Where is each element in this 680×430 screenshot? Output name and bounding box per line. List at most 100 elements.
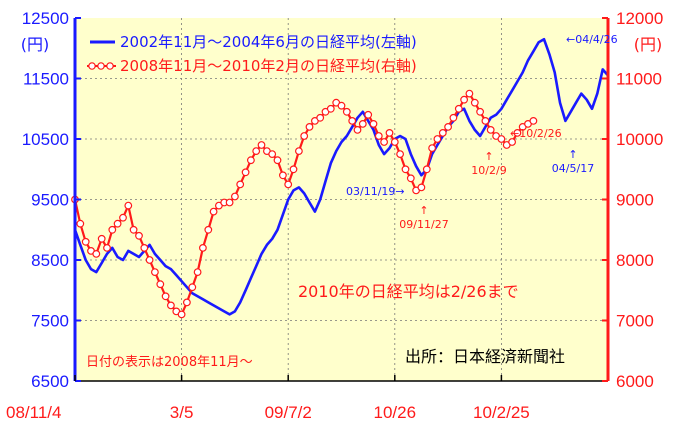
series-point-2008-2010 [364,110,373,119]
x-tick-label: 10/26 [374,403,417,422]
series-point-2008-2010 [353,125,362,134]
series-point-2008-2010 [188,283,197,292]
annotation-09-11-27: 09/11/27 [399,218,448,231]
series-point-2008-2010 [300,132,309,140]
series-point-2008-2010 [342,107,351,116]
legend-marker-red-2 [97,62,105,70]
series-point-2008-2010 [246,156,255,165]
series-point-2008-2010 [508,138,516,146]
gridlines [75,18,608,381]
series-point-2008-2010 [161,292,170,301]
series-point-2008-2010 [124,201,133,210]
series-point-2008-2010 [396,150,405,159]
series-point-2008-2010 [316,113,325,122]
series-point-2008-2010 [129,225,138,234]
right-tick-label: 7000 [616,312,654,331]
series-point-2008-2010 [257,141,266,149]
series-point-2008-2010 [486,125,495,134]
annotation-04-4-26: ←04/4/26 [566,33,618,46]
legend-marker-red-1 [88,62,96,70]
legend-marker-red-3 [106,62,114,70]
series-point-2008-2010 [348,116,357,125]
series-point-2008-2010 [97,234,106,243]
annotation-10-2-26: ←10/2/26 [510,127,562,140]
series-point-2008-2010 [454,104,463,113]
right-tick-label: 10000 [616,130,663,149]
x-tick-label: 08/11/4 [6,403,61,422]
series-point-2008-2010 [135,231,143,240]
series-point-2008-2010 [374,132,383,140]
x-axis-ticks: 08/11/4 3/5 09/7/2 10/26 10/2/25 [6,375,530,422]
series-line-2002-2004 [73,37,609,316]
series-point-2008-2010 [177,310,186,319]
series-point-2008-2010 [156,280,165,289]
x-tick-label: 3/5 [170,403,194,422]
right-axis-ticks: 6000 7000 8000 9000 10000 11000 12000 [602,9,663,391]
series-point-2008-2010 [305,122,314,131]
series-point-2008-2010 [140,243,149,252]
series-point-2008-2010 [417,183,426,192]
legend-label-blue: 2002年11月～2004年6月の日経平均(左軸) [120,33,417,51]
series-point-2008-2010 [460,95,469,104]
series-point-2008-2010 [92,249,101,258]
left-tick-label: 7500 [31,312,69,331]
series-point-2008-2010 [103,243,111,252]
annotation-arrow-10-2-9: ↑ [484,150,493,163]
series-point-2008-2010 [513,128,522,137]
series-point-2008-2010 [204,225,213,234]
series-point-2008-2010 [76,219,85,228]
series-point-2008-2010 [326,104,335,113]
series-point-2008-2010 [449,113,458,122]
series-point-2008-2010 [81,237,90,246]
series-point-2008-2010 [182,298,191,307]
left-tick-label: 9500 [31,191,69,210]
series-point-2008-2010 [295,147,303,156]
series-point-2008-2010 [438,128,447,137]
right-tick-label: 12000 [616,9,663,28]
series-2002-2004 [73,37,609,316]
annotation-03-11-19: 03/11/19→ [346,185,405,198]
source-note: 出所：日本経済新聞社 [405,347,565,366]
series-point-2008-2010 [230,192,239,201]
series-2008-2010 [71,89,538,319]
x-tick-label: 10/2/25 [473,403,530,422]
annotation-arrow-04-5-17: ↑ [568,148,577,161]
series-point-2008-2010 [113,219,122,228]
series-point-2008-2010 [209,207,218,216]
series-point-2008-2010 [279,171,287,180]
series-point-2008-2010 [369,119,378,128]
series-point-2008-2010 [236,180,245,189]
series-point-2008-2010 [422,165,431,174]
end-note: 2010年の日経平均は2/26まで [298,282,519,301]
series-point-2008-2010 [166,301,175,310]
series-point-2008-2010 [428,144,437,153]
series-point-2008-2010 [108,225,117,234]
right-axis-unit: (円) [634,35,663,54]
right-tick-label: 6000 [616,372,654,391]
series-point-2008-2010 [241,168,250,177]
date-note: 日付の表示は2008年11月～ [86,355,253,370]
legend: 2002年11月～2004年6月の日経平均(左軸) 2008年11月～2010年… [87,33,417,75]
series-point-2008-2010 [193,268,202,277]
series-point-2008-2010 [476,107,485,116]
series-point-2008-2010 [225,198,234,207]
annotation-10-2-9: 10/2/9 [471,164,506,177]
series-point-2008-2010 [390,138,399,146]
series-point-2008-2010 [529,116,538,125]
series-point-2008-2010 [198,243,207,252]
series-point-2008-2010 [289,165,298,174]
left-tick-label: 10500 [22,130,69,149]
series-point-2008-2010 [268,150,277,159]
series-point-2008-2010 [497,135,506,143]
series-point-2008-2010 [470,98,479,107]
series-point-2008-2010 [385,128,394,137]
annotation-arrow-09-11-27: ↑ [419,204,428,217]
series-point-2008-2010 [252,147,261,156]
series-point-2008-2010 [380,138,389,146]
left-tick-label: 8500 [31,251,69,270]
series-point-2008-2010 [433,135,442,143]
left-axis-unit: (円) [21,35,50,54]
right-tick-label: 9000 [616,191,654,210]
legend-label-red: 2008年11月～2010年2月の日経平均(右軸) [120,57,417,75]
